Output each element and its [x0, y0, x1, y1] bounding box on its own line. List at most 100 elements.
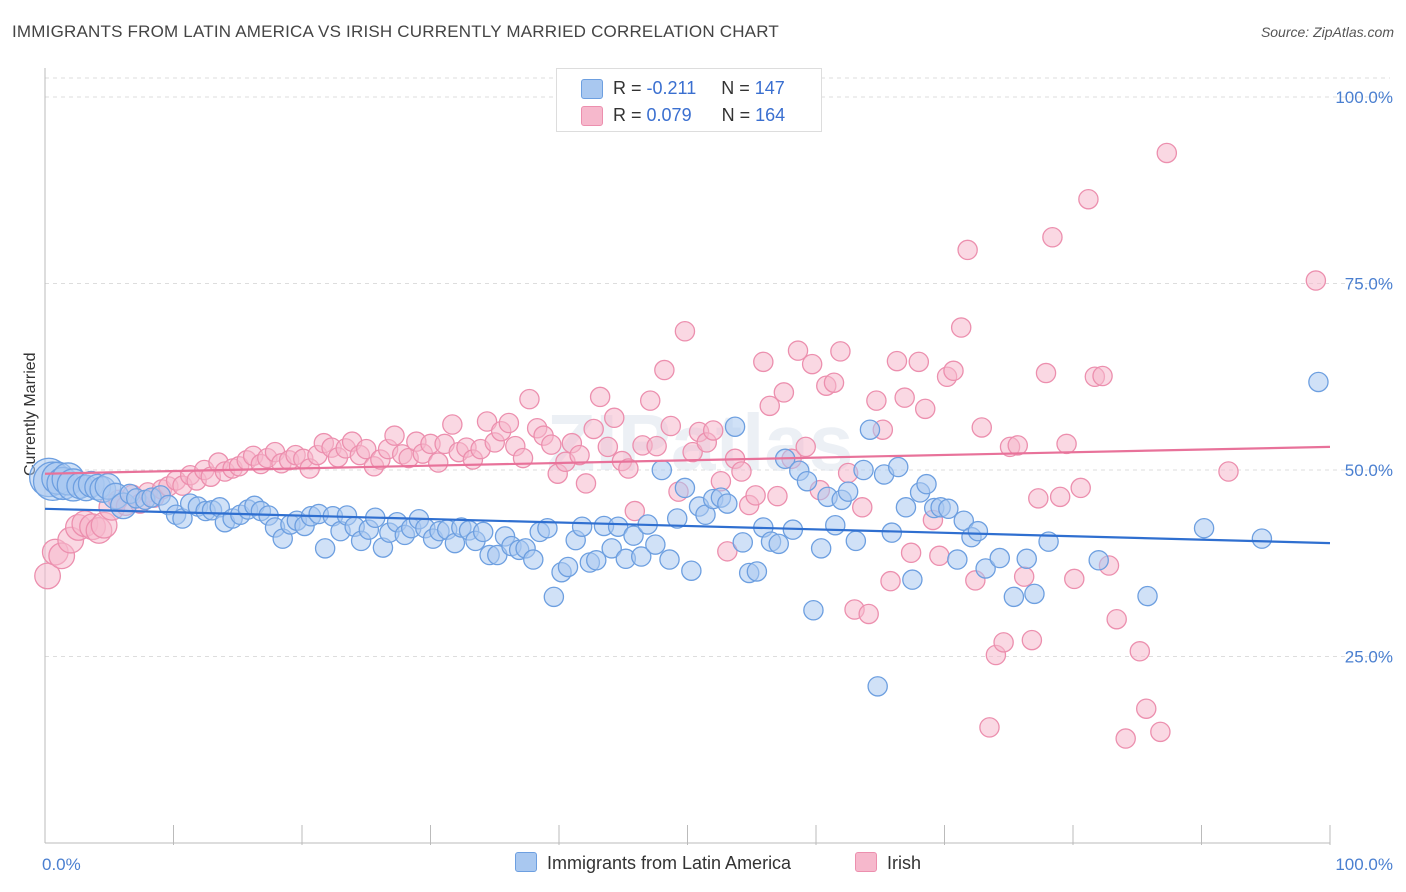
latin-america-point: [571, 516, 593, 537]
irish-point: [753, 351, 774, 373]
irish-point: [541, 434, 562, 455]
latin-america-point: [887, 456, 909, 478]
irish-point: [773, 382, 795, 403]
legend-n-value: 164: [755, 105, 786, 125]
latin-america-point: [825, 514, 846, 536]
irish-point: [1049, 486, 1071, 508]
irish-point: [1064, 568, 1085, 590]
irish-point: [767, 485, 788, 507]
irish-point: [384, 425, 405, 446]
latin-america-point: [472, 521, 494, 543]
irish-point: [950, 317, 972, 338]
irish-point: [583, 418, 604, 440]
latin-america-point: [859, 419, 881, 440]
latin-america-point: [1193, 517, 1215, 539]
latin-america-point: [1016, 548, 1037, 570]
irish-point: [682, 441, 703, 463]
latin-america-point: [645, 534, 666, 555]
series-swatch-pink: [855, 852, 877, 872]
irish-point: [674, 320, 696, 342]
series-swatch-blue: [515, 852, 537, 872]
latin-america-point: [557, 556, 579, 578]
irish-point: [993, 632, 1014, 653]
irish-point: [1028, 488, 1049, 509]
series-label: Irish: [887, 853, 922, 873]
irish-point: [717, 541, 738, 562]
irish-points: [34, 142, 1327, 749]
latin-america-point: [1003, 586, 1025, 608]
irish-point: [1106, 608, 1127, 630]
irish-point: [498, 412, 520, 434]
latin-america-point: [975, 558, 996, 579]
irish-point: [852, 497, 873, 518]
latin-america-point: [916, 473, 937, 495]
latin-america-point: [623, 525, 644, 546]
latin-america-point: [314, 538, 336, 559]
irish-point: [1021, 629, 1043, 651]
legend-swatch-blue: [581, 79, 603, 99]
legend-n-label: N =: [721, 105, 751, 125]
legend-r-label: R =: [613, 78, 642, 98]
irish-point: [1078, 188, 1099, 210]
irish-point: [745, 485, 766, 506]
y-tick-label: 25.0%: [1345, 648, 1393, 667]
irish-point: [943, 360, 964, 382]
latin-america-point: [1251, 528, 1273, 549]
irish-point: [929, 545, 950, 567]
irish-point: [1007, 435, 1028, 456]
latin-america-point: [732, 532, 754, 553]
latin-america-point: [867, 676, 888, 697]
latin-america-point: [803, 599, 824, 621]
irish-point: [660, 415, 682, 437]
series-legend-latin-america[interactable]: Immigrants from Latin America: [515, 852, 791, 874]
latin-america-point: [607, 516, 629, 537]
irish-point: [830, 341, 851, 362]
irish-point: [427, 452, 449, 473]
latin-america-point: [1024, 583, 1045, 605]
irish-point: [589, 386, 611, 408]
latin-america-point: [953, 510, 975, 531]
source-credit: Source: ZipAtlas.com: [1260, 24, 1394, 40]
irish-point: [597, 436, 619, 458]
irish-point: [1013, 566, 1035, 587]
irish-point: [823, 372, 845, 393]
irish-point: [618, 458, 639, 479]
legend-swatch-pink: [581, 106, 603, 126]
latin-america-point: [674, 477, 696, 499]
latin-america-point: [853, 459, 874, 481]
latin-america-trend-line: [44, 507, 1331, 545]
legend-n-value: 147: [754, 78, 785, 98]
latin-america-point: [837, 481, 859, 502]
irish-point: [624, 500, 646, 522]
series-legend-irish[interactable]: Irish: [855, 852, 921, 874]
irish-point: [654, 359, 675, 381]
irish-point: [1129, 641, 1151, 662]
irish-point: [476, 411, 498, 432]
trend-lines: [44, 445, 1331, 545]
latin-america-point: [586, 550, 607, 571]
latin-america-point: [796, 470, 818, 492]
irish-point: [1218, 461, 1239, 482]
latin-america-point: [523, 549, 544, 570]
irish-point: [894, 387, 915, 408]
legend-row-irish: R = 0.079 N = 164: [557, 102, 821, 128]
latin-america-point: [630, 546, 652, 567]
irish-point: [886, 350, 908, 372]
x-tick-label: 0.0%: [42, 855, 81, 874]
irish-point: [971, 417, 993, 438]
latin-america-point: [651, 459, 673, 481]
irish-point: [1150, 721, 1171, 743]
irish-point: [1056, 433, 1077, 455]
irish-point: [795, 436, 816, 458]
latin-america-point: [724, 416, 746, 437]
series-label: Immigrants from Latin America: [547, 853, 792, 873]
latin-america-point: [543, 586, 565, 608]
x-tick-label: 100.0%: [1335, 855, 1393, 874]
irish-point: [880, 570, 901, 592]
correlation-legend: R = -0.211 N = 147 R = 0.079 N = 164: [556, 68, 822, 132]
irish-point: [702, 420, 724, 441]
irish-point: [900, 542, 922, 564]
irish-point: [1135, 698, 1157, 719]
irish-point: [908, 351, 930, 373]
